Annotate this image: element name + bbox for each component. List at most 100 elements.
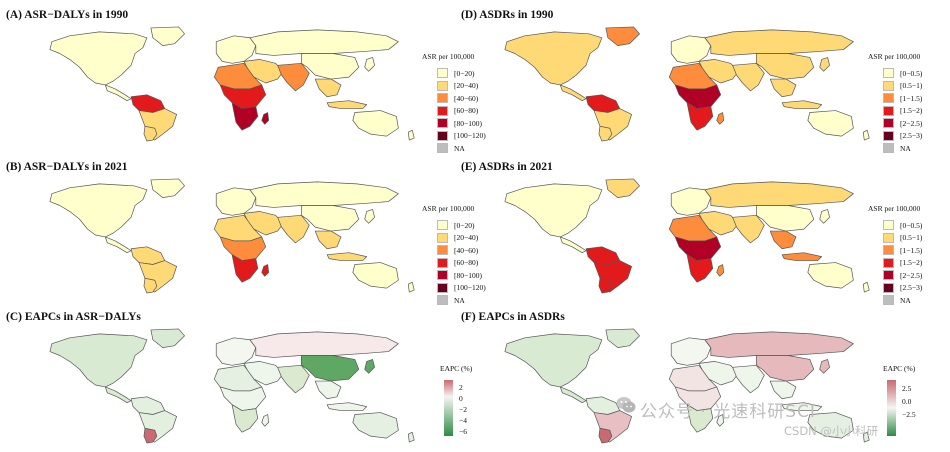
legend-item: [1−1.5): [883, 244, 922, 257]
legend-label: [2.5−3): [900, 131, 923, 141]
world-map: [40, 326, 436, 444]
madagascar-region: [716, 414, 725, 427]
japan-region: [364, 57, 375, 72]
southeast-asia-region: [769, 230, 797, 250]
russia-region: [249, 181, 399, 208]
south-america-north-region: [585, 94, 621, 113]
europe-region: [215, 337, 257, 366]
africa-south-region: [231, 404, 259, 433]
legend-swatch: [437, 93, 448, 104]
world-map: [495, 326, 891, 444]
legend-swatch: [437, 282, 448, 293]
legend-label: [0.5−1): [900, 81, 923, 91]
south-america-north-region: [585, 396, 621, 415]
legend-swatch: [437, 270, 448, 281]
legend-swatch: [437, 232, 448, 243]
australia-region: [807, 412, 854, 439]
north-america-region: [504, 333, 603, 388]
legend-item: NA: [437, 294, 486, 307]
legend-item: [80−100): [437, 269, 486, 282]
southeast-asia-region: [769, 380, 797, 400]
color-bar: [887, 380, 896, 436]
indonesia-region: [781, 252, 823, 261]
legend-tick: 2: [459, 383, 463, 392]
china-region: [301, 205, 360, 232]
legend-swatch: [883, 295, 894, 306]
russia-region: [704, 181, 854, 208]
panel-e: (E) ASDRs in 2021 ASR per 100,000 [0−0.5…: [455, 152, 925, 306]
legend-title: EAPC (%): [440, 364, 473, 373]
indonesia-region: [781, 402, 823, 411]
china-region: [301, 53, 360, 80]
legend-item: [2−2.5): [883, 269, 922, 282]
legend-title: ASR per 100,000: [868, 204, 921, 213]
southeast-asia-region: [769, 78, 797, 98]
greenland-region: [150, 178, 185, 198]
southeast-asia-region: [314, 78, 342, 98]
legend-swatch: [883, 130, 894, 141]
africa-south-region: [686, 404, 714, 433]
legend-swatch: [883, 105, 894, 116]
new-zealand-region: [862, 281, 870, 293]
central-america-region: [104, 236, 132, 254]
legend-label: [60−80): [454, 258, 479, 268]
legend-label: NA: [454, 295, 465, 305]
south-asia-region: [732, 62, 765, 92]
africa-central-region: [674, 84, 722, 109]
africa-central-region: [674, 236, 722, 261]
legend-title: EAPC (%): [883, 364, 916, 373]
legend-title: ASR per 100,000: [422, 52, 475, 61]
panel-f: (F) EAPCs in ASDRs EAPC (%) 2.5 0.0 −2.5: [455, 302, 925, 452]
africa-south-region: [686, 254, 714, 283]
south-asia-region: [277, 214, 310, 244]
australia-region: [352, 262, 399, 289]
legend-swatch: [883, 68, 894, 79]
legend-label: [40−60): [454, 93, 479, 103]
japan-region: [364, 209, 375, 224]
legend-item: [2−2.5): [883, 117, 922, 130]
panel-c: (C) EAPCs in ASR−DALYs EAPC (%) 2 0 −2 −…: [0, 302, 473, 452]
watermark-text: 公众号 · 光速科研SCI: [640, 402, 816, 422]
legend-label: [80−100): [454, 270, 482, 280]
world-map: [40, 176, 436, 294]
africa-central-region: [219, 236, 267, 261]
africa-south-region: [231, 102, 259, 131]
europe-region: [670, 35, 712, 64]
madagascar-region: [261, 112, 270, 125]
legend-tick: −2.5: [902, 410, 916, 419]
greenland-region: [605, 26, 640, 46]
legend-item: NA: [883, 294, 922, 307]
panel-title: (E) ASDRs in 2021: [461, 161, 553, 173]
legend-item: [80−100): [437, 117, 486, 130]
south-america-south-region: [143, 125, 158, 142]
africa-central-region: [219, 84, 267, 109]
legend-swatch: [437, 295, 448, 306]
south-america-north-region: [130, 246, 166, 265]
madagascar-region: [716, 264, 725, 277]
legend-title: ASR per 100,000: [868, 52, 921, 61]
legend-swatch: [883, 270, 894, 281]
legend-swatch: [437, 68, 448, 79]
legend-item: [1.5−2): [883, 257, 922, 270]
legend-item: [40−60): [437, 92, 486, 105]
indonesia-region: [326, 252, 368, 261]
legend-item: NA: [437, 142, 486, 155]
russia-region: [704, 29, 854, 56]
legend-label: NA: [900, 295, 911, 305]
south-america-north-region: [585, 246, 621, 265]
europe-region: [215, 187, 257, 216]
south-america-south-region: [598, 427, 613, 444]
legend-label: [0−20): [454, 220, 475, 230]
europe-region: [215, 35, 257, 64]
japan-region: [364, 359, 375, 374]
australia-region: [807, 262, 854, 289]
wechat-icon: [616, 397, 636, 413]
madagascar-region: [716, 112, 725, 125]
china-region: [301, 355, 360, 382]
panel-a: (A) ASR−DALYs in 1990 ASR per 100,000 [0…: [0, 0, 486, 154]
panel-d: (D) ASDRs in 1990 ASR per 100,000 [0−0.5…: [455, 0, 925, 154]
legend-item: [1.5−2): [883, 105, 922, 118]
europe-region: [670, 187, 712, 216]
color-bar: [444, 380, 453, 436]
indonesia-region: [326, 402, 368, 411]
